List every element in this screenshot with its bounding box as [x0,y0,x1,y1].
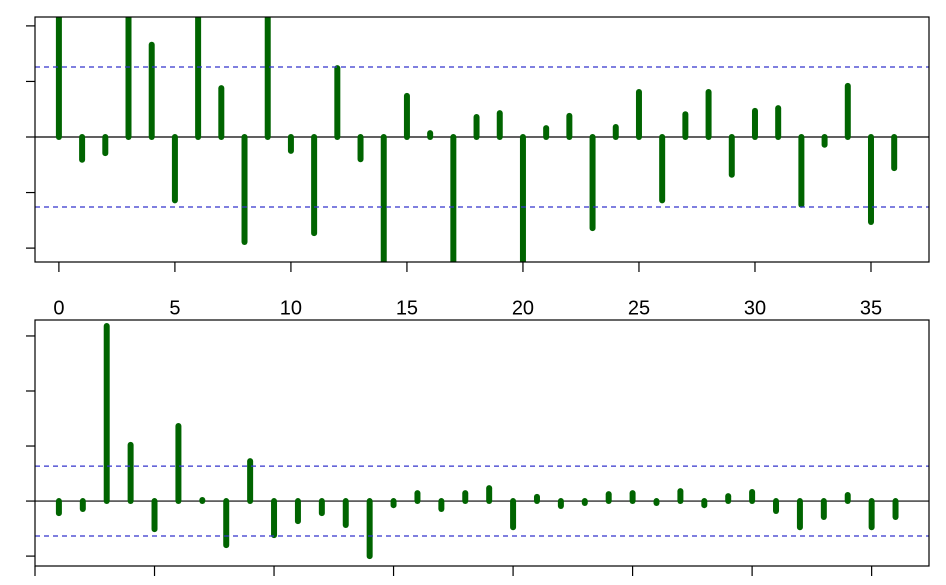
x-tick-label: 35 [860,297,882,319]
x-tick-label: 25 [628,297,650,319]
x-tick-label: 5 [169,297,180,319]
x-tick-label: 15 [396,297,418,319]
plot-box [34,319,930,567]
plot-box [34,16,930,263]
x-tick-label: 20 [512,297,534,319]
x-tick-label: 30 [744,297,766,319]
x-tick-label: 10 [280,297,302,319]
x-tick-label: 0 [53,297,64,319]
plot-area [35,17,929,262]
plot-area [35,323,929,560]
